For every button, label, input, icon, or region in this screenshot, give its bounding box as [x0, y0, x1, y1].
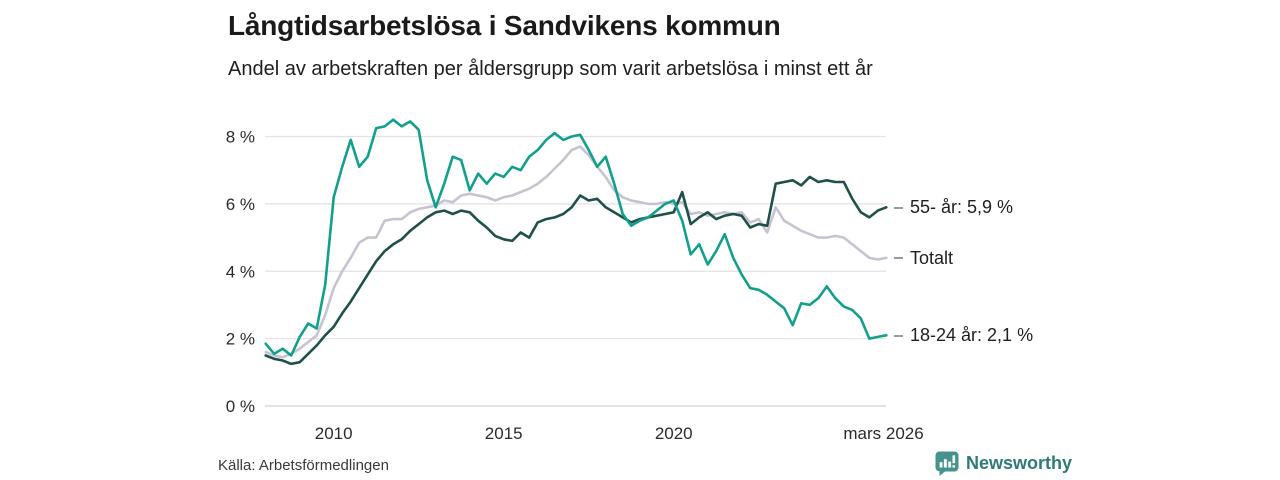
source-note: Källa: Arbetsförmedlingen [218, 457, 389, 474]
series-line-18-24 [264, 118, 888, 357]
y-axis-tick-label: 2 % [226, 330, 255, 349]
x-axis-tick-label: 2020 [655, 424, 693, 443]
series-label-text: Totalt [910, 247, 954, 268]
series-line-55plus [264, 175, 888, 366]
x-axis-tick-label: 2015 [485, 424, 523, 443]
y-axis-tick-label: 8 % [226, 128, 255, 147]
label-connector [894, 334, 903, 337]
series-line-totalt [264, 145, 888, 359]
chart-subtitle: Andel av arbetskraften per åldersgrupp s… [228, 58, 873, 80]
x-axis-tick-label: mars 2026 [843, 424, 923, 443]
brand-name: Newsworthy [966, 453, 1073, 473]
series-label-18-24: 18-24 år: 2,1 % [894, 322, 1033, 348]
label-connector [894, 206, 903, 209]
chart-title: Långtidsarbetslösa i Sandvikens kommun [228, 10, 781, 41]
series-label-text: 18-24 år: 2,1 % [910, 325, 1034, 346]
series-label-55plus: 55- år: 5,9 % [894, 194, 1013, 220]
y-axis-tick-label: 6 % [226, 195, 255, 214]
label-connector [894, 257, 903, 260]
newsworthy-icon [935, 451, 959, 476]
series-label-totalt: Totalt [894, 245, 953, 271]
y-axis-tick-label: 0 % [226, 397, 255, 416]
series-label-text: 55- år: 5,9 % [910, 197, 1014, 218]
brand-logo: Newsworthy [935, 451, 1072, 476]
x-axis-tick-label: 2010 [315, 424, 353, 443]
y-axis-tick-label: 4 % [226, 262, 255, 281]
